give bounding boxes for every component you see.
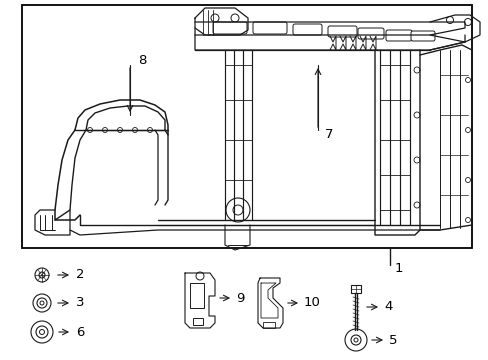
Text: 6: 6 — [76, 325, 84, 338]
FancyBboxPatch shape — [357, 28, 383, 39]
FancyBboxPatch shape — [327, 26, 356, 37]
FancyBboxPatch shape — [292, 24, 321, 35]
Bar — [350, 285, 360, 293]
Bar — [193, 318, 203, 325]
FancyBboxPatch shape — [213, 22, 246, 34]
Text: 3: 3 — [76, 297, 84, 310]
Text: 10: 10 — [304, 297, 320, 310]
FancyBboxPatch shape — [385, 30, 411, 41]
Text: 1: 1 — [394, 261, 403, 274]
Text: 4: 4 — [383, 301, 391, 314]
Bar — [22, 5, 471, 248]
FancyBboxPatch shape — [410, 31, 434, 41]
Text: 5: 5 — [388, 333, 397, 346]
Bar — [263, 322, 274, 328]
Text: 9: 9 — [236, 292, 244, 305]
Bar — [190, 283, 203, 308]
Text: 7: 7 — [325, 129, 333, 141]
FancyBboxPatch shape — [252, 22, 286, 34]
Text: 8: 8 — [138, 54, 146, 67]
Text: 2: 2 — [76, 269, 84, 282]
